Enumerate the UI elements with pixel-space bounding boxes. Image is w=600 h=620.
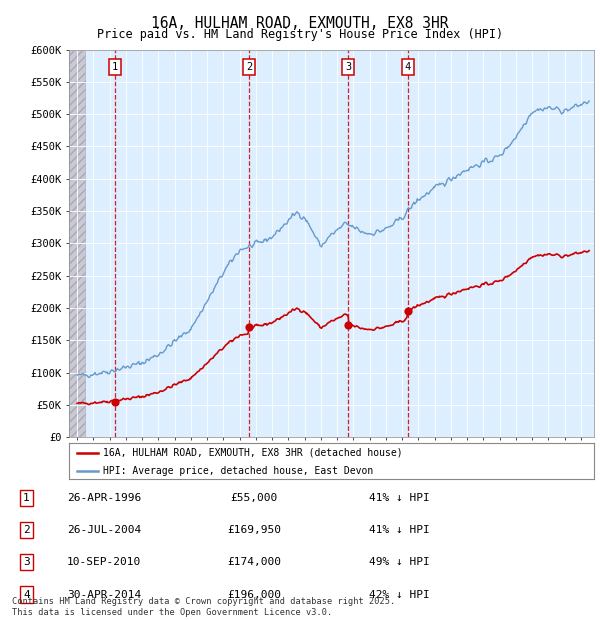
Text: 49% ↓ HPI: 49% ↓ HPI (369, 557, 430, 567)
Text: £55,000: £55,000 (230, 493, 278, 503)
Text: 10-SEP-2010: 10-SEP-2010 (67, 557, 141, 567)
Text: 16A, HULHAM ROAD, EXMOUTH, EX8 3HR: 16A, HULHAM ROAD, EXMOUTH, EX8 3HR (151, 16, 449, 31)
Text: 1: 1 (112, 62, 118, 72)
Text: 26-APR-1996: 26-APR-1996 (67, 493, 141, 503)
Text: 2: 2 (23, 525, 30, 535)
Text: HPI: Average price, detached house, East Devon: HPI: Average price, detached house, East… (103, 466, 373, 476)
Text: £174,000: £174,000 (227, 557, 281, 567)
Text: 2: 2 (246, 62, 252, 72)
Text: 42% ↓ HPI: 42% ↓ HPI (369, 590, 430, 600)
Text: 30-APR-2014: 30-APR-2014 (67, 590, 141, 600)
Text: Contains HM Land Registry data © Crown copyright and database right 2025.
This d: Contains HM Land Registry data © Crown c… (12, 598, 395, 617)
Bar (69, 50, 85, 437)
Text: 16A, HULHAM ROAD, EXMOUTH, EX8 3HR (detached house): 16A, HULHAM ROAD, EXMOUTH, EX8 3HR (deta… (103, 448, 403, 458)
Text: Price paid vs. HM Land Registry's House Price Index (HPI): Price paid vs. HM Land Registry's House … (97, 29, 503, 41)
Point (244, 322, 254, 332)
Text: 41% ↓ HPI: 41% ↓ HPI (369, 525, 430, 535)
Point (110, 397, 119, 407)
Text: £196,000: £196,000 (227, 590, 281, 600)
Text: 1: 1 (23, 493, 30, 503)
Text: 4: 4 (404, 62, 410, 72)
Text: 4: 4 (23, 590, 30, 600)
Point (344, 320, 353, 330)
Point (403, 306, 412, 316)
Text: £169,950: £169,950 (227, 525, 281, 535)
Text: 41% ↓ HPI: 41% ↓ HPI (369, 493, 430, 503)
Text: 26-JUL-2004: 26-JUL-2004 (67, 525, 141, 535)
Text: 3: 3 (23, 557, 30, 567)
Text: 3: 3 (345, 62, 352, 72)
